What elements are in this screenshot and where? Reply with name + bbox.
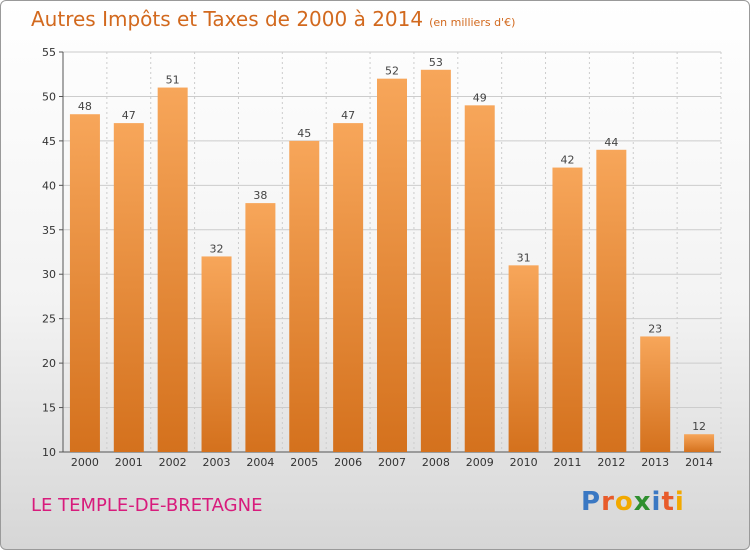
y-tick-label: 15 (42, 402, 56, 415)
y-tick-label: 30 (42, 268, 56, 281)
bar-2003 (201, 256, 232, 452)
data-label-2011: 42 (560, 154, 574, 167)
x-tick-label: 2014 (685, 456, 713, 469)
x-tick-label: 2000 (71, 456, 99, 469)
y-tick-label: 20 (42, 357, 56, 370)
data-label-2007: 52 (385, 65, 399, 78)
data-label-2003: 32 (210, 242, 224, 255)
bar-2008 (420, 69, 451, 453)
bar-2006 (333, 123, 364, 452)
data-label-2004: 38 (253, 189, 267, 202)
bar-2010 (508, 265, 539, 452)
y-tick-label: 25 (42, 313, 56, 326)
x-tick-label: 2007 (378, 456, 406, 469)
data-label-2006: 47 (341, 109, 355, 122)
chart-title-text: Autres Impôts et Taxes de 2000 à 2014 (31, 7, 424, 31)
bar-2009 (464, 105, 495, 452)
data-label-2014: 12 (692, 420, 706, 433)
y-tick-label: 50 (42, 90, 56, 103)
data-label-2013: 23 (648, 322, 662, 335)
chart-unit-note: (en milliers d'€) (429, 16, 516, 29)
x-tick-label: 2011 (553, 456, 581, 469)
y-tick-label: 45 (42, 135, 56, 148)
bar-2014 (684, 434, 715, 452)
y-tick-label: 55 (42, 46, 56, 59)
proxiti-logo: Proxiti (581, 487, 685, 517)
bar-2007 (377, 78, 407, 453)
data-label-2012: 44 (604, 136, 618, 149)
bar-2001 (113, 123, 144, 452)
x-tick-labels: 2000 2001 2002 2003 2004 2005 2006 2007 2008 2009… (71, 456, 713, 469)
x-tick-label: 2006 (334, 456, 362, 469)
x-tick-label: 2002 (159, 456, 187, 469)
bar-2000 (69, 114, 100, 452)
y-tick-label: 10 (42, 446, 56, 459)
bar-2004 (245, 203, 276, 452)
place-name: LE TEMPLE-DE-BRETAGNE (31, 495, 263, 516)
y-tick-label: 40 (42, 179, 56, 192)
bars (69, 69, 715, 453)
bar-2002 (157, 87, 188, 453)
y-tick-labels: 10 15 20 25 30 35 40 45 50 55 (42, 46, 56, 459)
y-tick-label: 35 (42, 224, 56, 237)
data-label-2002: 51 (166, 74, 180, 87)
x-tick-label: 2009 (466, 456, 494, 469)
bar-2011 (552, 167, 583, 453)
x-tick-label: 2008 (422, 456, 450, 469)
bar-2005 (289, 140, 320, 452)
data-label-2000: 48 (78, 100, 92, 113)
x-tick-label: 2003 (203, 456, 231, 469)
data-labels: 48 47 51 32 38 45 47 52 53 49 31 42 44 23 12 (78, 56, 706, 433)
x-tick-label: 2004 (246, 456, 274, 469)
bar-2013 (640, 336, 671, 452)
x-tick-label: 2010 (510, 456, 538, 469)
x-tick-label: 2013 (641, 456, 669, 469)
data-label-2005: 45 (297, 127, 311, 140)
data-label-2008: 53 (429, 56, 443, 69)
data-label-2009: 49 (473, 91, 487, 104)
x-tick-label: 2001 (115, 456, 143, 469)
data-label-2001: 47 (122, 109, 136, 122)
x-tick-label: 2005 (290, 456, 318, 469)
chart-title: Autres Impôts et Taxes de 2000 à 2014 (en… (31, 7, 515, 31)
bar-2012 (596, 149, 627, 452)
x-tick-label: 2012 (597, 456, 625, 469)
data-label-2010: 31 (517, 251, 531, 264)
